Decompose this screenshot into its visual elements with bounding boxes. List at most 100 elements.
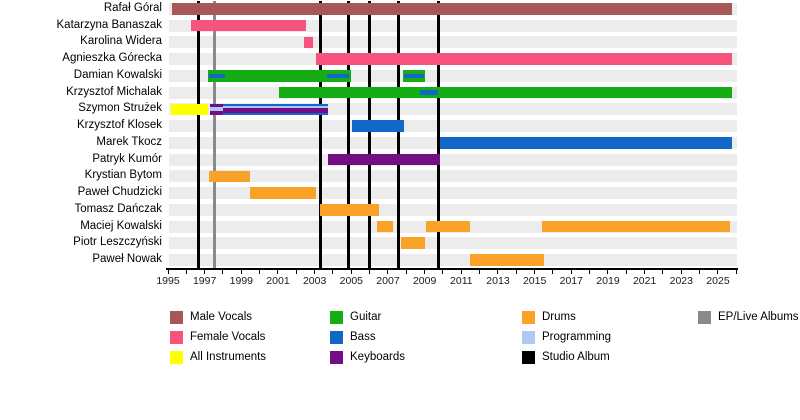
row-background (169, 170, 737, 183)
studio-album-line (318, 1, 322, 268)
x-axis-tick (222, 269, 224, 274)
member-label: Paweł Chudzicki (77, 186, 162, 199)
x-axis-tick (167, 269, 169, 274)
ep-live-album-line (213, 1, 217, 268)
x-axis-tick (350, 269, 352, 274)
studio-album-line (368, 1, 372, 268)
x-axis-tick-label: 2011 (450, 275, 473, 287)
x-axis-tick-label: 2017 (559, 275, 583, 287)
x-axis-tick (570, 269, 572, 274)
member-label: Krzysztof Michalak (66, 85, 162, 98)
all_instruments-legend-swatch (170, 351, 183, 364)
member-label: Katarzyna Banaszak (56, 18, 162, 31)
x-axis-tick (515, 269, 517, 274)
x-axis-tick (717, 269, 719, 274)
studio-album-line (347, 1, 351, 268)
x-axis-tick (552, 269, 554, 274)
x-axis-tick (405, 269, 407, 274)
studio-album-line (196, 1, 200, 268)
legend-label: Programming (542, 331, 612, 343)
bass-stripe (420, 90, 438, 95)
keyboards-layer (210, 103, 223, 108)
keyboards-legend-swatch (330, 351, 343, 364)
x-axis-tick (204, 269, 206, 274)
row-background (169, 36, 737, 49)
programming-legend-swatch (522, 331, 535, 344)
x-axis-tick (479, 269, 481, 274)
legend-label: Studio Album (542, 351, 610, 363)
studio-album-line (436, 1, 440, 268)
x-axis-tick (534, 269, 536, 274)
female_vocals-legend-swatch (170, 331, 183, 344)
row-background (169, 203, 737, 216)
studio_album-legend-swatch (522, 351, 535, 364)
x-axis-tick (240, 269, 242, 274)
timeline-bar (352, 120, 405, 132)
x-axis-tick-label: 2013 (486, 275, 510, 287)
x-axis-tick (314, 269, 316, 274)
legend-label: All Instruments (190, 351, 267, 363)
bass-layer (222, 103, 329, 106)
row-background (169, 153, 737, 166)
drums-legend-swatch (522, 311, 535, 324)
timeline-bar (541, 220, 730, 233)
x-axis-tick-label: 2005 (339, 275, 363, 287)
member-label: Patryk Kumór (92, 152, 162, 165)
timeline-bar (376, 220, 394, 233)
timeline-bar (320, 204, 379, 216)
guitar-legend-swatch (330, 311, 343, 324)
keyboards-layer (222, 108, 329, 114)
x-axis-tick-label: 1999 (229, 275, 253, 287)
timeline-bar (315, 53, 732, 65)
bass-legend-swatch (330, 331, 343, 344)
x-axis-tick (625, 269, 627, 274)
x-axis-tick (680, 269, 682, 274)
x-axis-tick (185, 269, 187, 274)
row-background (169, 253, 737, 266)
row-background (169, 120, 737, 133)
x-axis-tick (699, 269, 701, 274)
timeline-bar (426, 220, 471, 233)
legend-label: Keyboards (350, 351, 405, 363)
x-axis-tick-label: 2003 (302, 275, 327, 287)
x-axis-tick-label: 2007 (376, 275, 400, 287)
timeline-bar (440, 137, 732, 149)
x-axis-tick (387, 269, 389, 274)
x-axis-tick (259, 269, 261, 274)
timeline-bar (208, 70, 352, 82)
timeline-bar (250, 187, 316, 199)
x-axis-tick-label: 2015 (522, 275, 547, 287)
member-label: Marek Tkocz (96, 135, 162, 148)
timeline-bar (190, 19, 307, 32)
x-axis-tick (424, 269, 426, 274)
legend-label: Bass (350, 331, 376, 343)
ep_live-legend-swatch (698, 311, 711, 324)
member-label: Rafał Góral (103, 2, 162, 14)
x-axis-tick (442, 269, 444, 274)
member-label: Piotr Leszczyński (73, 236, 162, 249)
timeline-bar (278, 86, 732, 99)
studio-album-line (396, 1, 400, 268)
row-background (169, 19, 737, 32)
x-axis-tick-label: 2023 (669, 275, 693, 287)
timeline-bar (171, 3, 732, 15)
bass-stripe (209, 73, 225, 79)
legend-label: Drums (542, 311, 576, 323)
timeline-bar (170, 103, 209, 116)
x-axis-tick (295, 269, 297, 274)
legend-label: Female Vocals (190, 331, 266, 343)
timeline-bar (303, 36, 313, 49)
timeline-bar (328, 153, 441, 166)
timeline-bar (470, 254, 544, 266)
programming-layer (222, 105, 329, 109)
programming-layer (210, 107, 223, 112)
bass-stripe (327, 73, 350, 79)
x-axis-tick-label: 2001 (266, 275, 290, 287)
x-axis-tick-label: 1995 (156, 275, 180, 287)
keyboards-layer (210, 111, 223, 116)
x-axis-tick (644, 269, 646, 274)
x-axis-tick (589, 269, 591, 274)
x-axis-tick-label: 2009 (412, 275, 437, 287)
x-axis-tick (332, 269, 334, 274)
x-axis-tick-label: 2021 (632, 275, 657, 287)
